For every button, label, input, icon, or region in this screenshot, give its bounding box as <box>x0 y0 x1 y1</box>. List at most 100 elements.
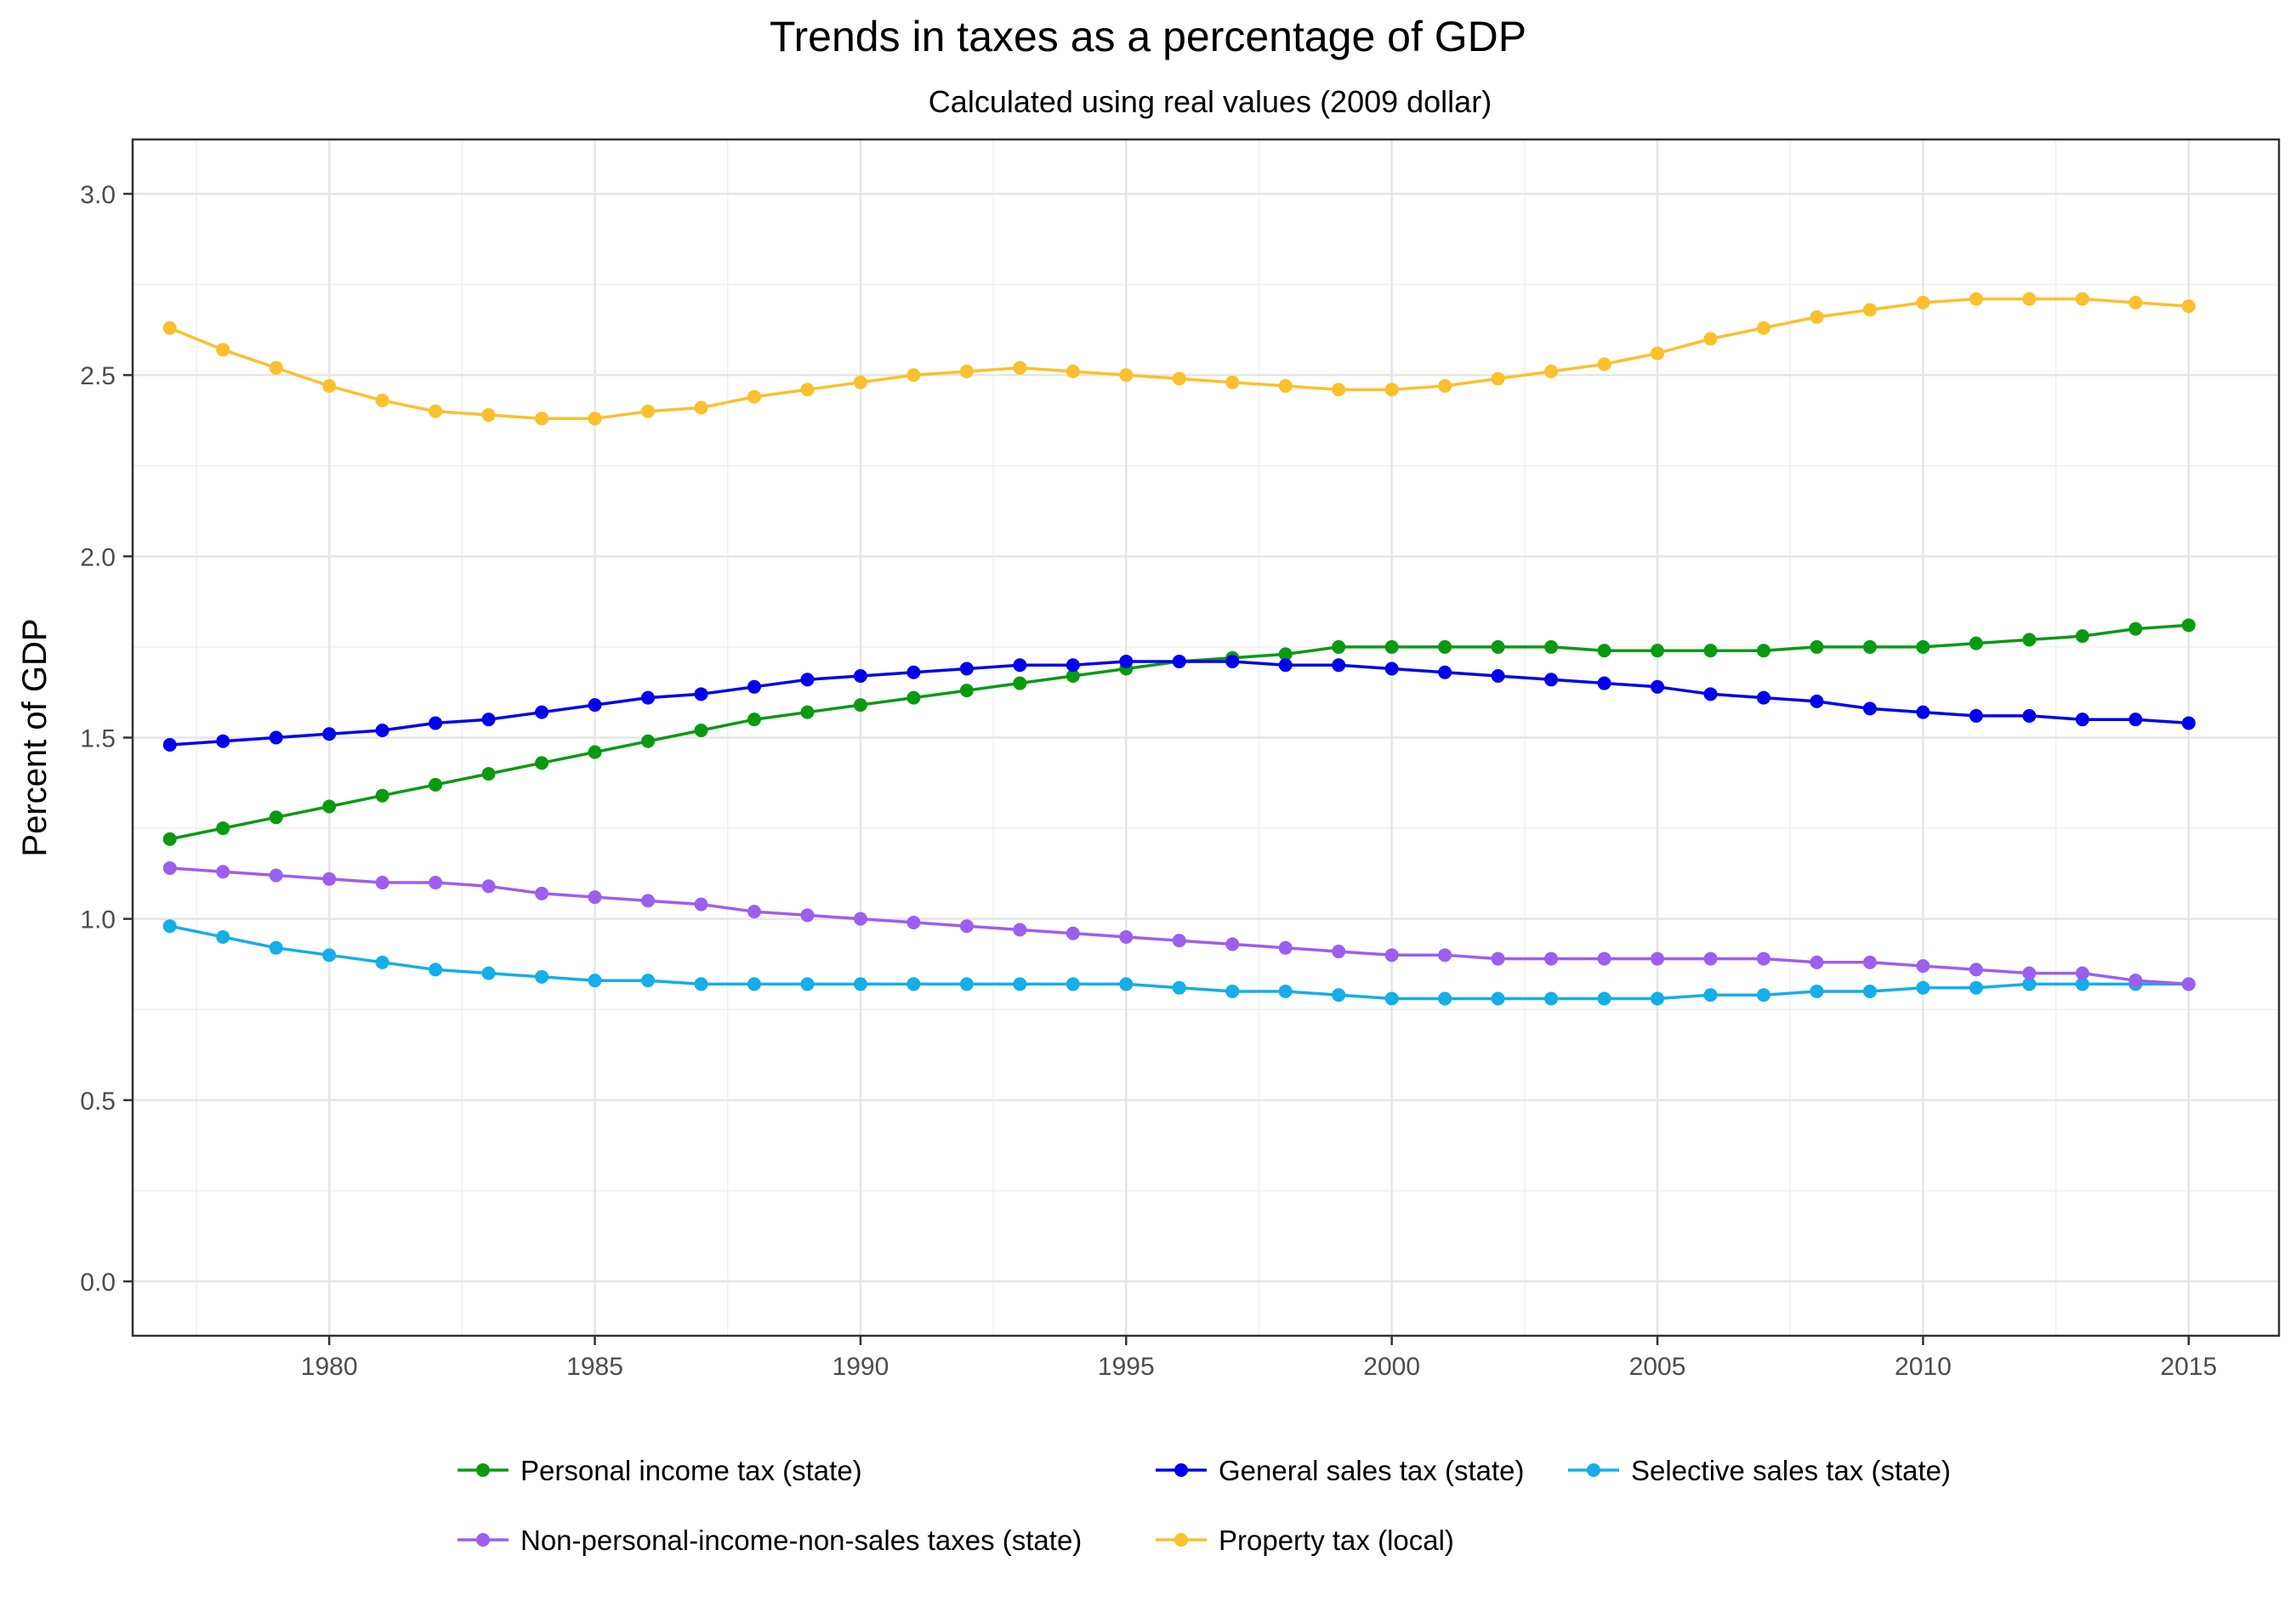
data-point <box>588 412 602 426</box>
x-tick-label: 2015 <box>2160 1353 2217 1381</box>
x-tick-label: 2000 <box>1363 1353 1420 1381</box>
data-point <box>800 705 815 719</box>
data-point <box>1916 959 1930 974</box>
data-point <box>1703 644 1718 658</box>
data-point <box>1438 378 1452 393</box>
data-point <box>1756 951 1770 966</box>
data-point <box>641 734 656 748</box>
data-point <box>2022 708 2037 723</box>
series-layer <box>162 292 2196 1006</box>
legend-item: Property tax (local) <box>1156 1525 1454 1556</box>
data-point <box>1491 639 1505 654</box>
data-point <box>216 821 230 836</box>
data-point <box>1491 669 1505 684</box>
data-point <box>1438 665 1452 679</box>
data-point <box>1491 991 1505 1006</box>
data-point <box>2075 292 2089 306</box>
data-point <box>269 361 283 375</box>
data-point <box>1544 673 1559 687</box>
plot-area <box>131 138 2281 1337</box>
data-point <box>747 977 761 991</box>
data-point <box>1651 991 1665 1006</box>
data-point <box>959 919 974 934</box>
data-point <box>1916 295 1930 309</box>
data-point <box>1651 679 1665 694</box>
data-point <box>1066 364 1080 378</box>
data-point <box>1862 984 1877 998</box>
data-point <box>906 915 921 929</box>
data-point <box>1916 980 1930 995</box>
data-point <box>1225 654 1240 668</box>
data-point <box>588 974 602 988</box>
data-point <box>1651 644 1665 658</box>
data-point <box>853 698 867 713</box>
data-point <box>216 734 230 748</box>
data-point <box>269 868 283 883</box>
series-4 <box>162 292 2196 426</box>
y-tick-label: 0.0 <box>80 1269 116 1297</box>
data-point <box>1597 644 1611 658</box>
data-point <box>269 730 283 745</box>
x-tick-label: 1985 <box>566 1353 623 1381</box>
data-point <box>375 393 389 407</box>
legend-item: Personal income tax (state) <box>457 1455 862 1486</box>
data-point <box>2128 622 2143 636</box>
data-point <box>1013 676 1027 690</box>
data-point <box>959 364 974 378</box>
data-point <box>481 713 496 727</box>
data-point <box>1172 654 1186 668</box>
data-point <box>1862 955 1877 969</box>
data-point <box>853 977 867 991</box>
data-point <box>1969 962 1983 977</box>
data-point <box>641 894 656 908</box>
data-point <box>269 940 283 955</box>
data-point <box>1225 937 1240 951</box>
data-point <box>641 974 656 988</box>
data-point <box>535 886 549 900</box>
data-point <box>800 383 815 397</box>
data-point <box>1916 705 1930 719</box>
data-point <box>1278 378 1293 393</box>
data-point <box>481 879 496 894</box>
grid-lines <box>133 139 2279 1336</box>
data-point <box>1862 303 1877 317</box>
data-point <box>853 669 867 684</box>
series-2 <box>162 919 2196 1006</box>
y-tick-label: 2.5 <box>80 362 116 390</box>
data-point <box>1438 948 1452 962</box>
data-point <box>1969 292 1983 306</box>
data-point <box>1703 687 1718 701</box>
data-point <box>959 684 974 698</box>
y-tick-label: 1.5 <box>80 725 116 753</box>
data-point <box>375 723 389 737</box>
data-point <box>1544 639 1559 654</box>
data-point <box>375 955 389 969</box>
legend-label: Non-personal-income-non-sales taxes (sta… <box>520 1525 1082 1556</box>
data-point <box>1651 346 1665 361</box>
data-point <box>535 756 549 770</box>
data-point <box>1969 980 1983 995</box>
legend-swatch-point <box>476 1463 490 1477</box>
data-point <box>2181 716 2196 730</box>
data-point <box>1013 977 1027 991</box>
data-point <box>162 738 177 752</box>
data-point <box>1862 701 1877 716</box>
data-point <box>1810 955 1824 969</box>
data-point <box>1916 639 1930 654</box>
data-point <box>2075 977 2089 991</box>
data-point <box>2022 977 2037 991</box>
data-point <box>1597 676 1611 690</box>
data-point <box>429 777 443 792</box>
y-tick-label: 3.0 <box>80 181 116 209</box>
data-point <box>747 905 761 919</box>
data-point <box>1332 945 1346 959</box>
legend-label: General sales tax (state) <box>1219 1455 1525 1486</box>
data-point <box>1332 988 1346 1002</box>
data-point <box>375 876 389 890</box>
data-point <box>906 977 921 991</box>
data-point <box>1438 639 1452 654</box>
legend-label: Personal income tax (state) <box>520 1455 862 1486</box>
series-1 <box>162 654 2196 752</box>
data-point <box>216 343 230 357</box>
data-point <box>162 832 177 846</box>
